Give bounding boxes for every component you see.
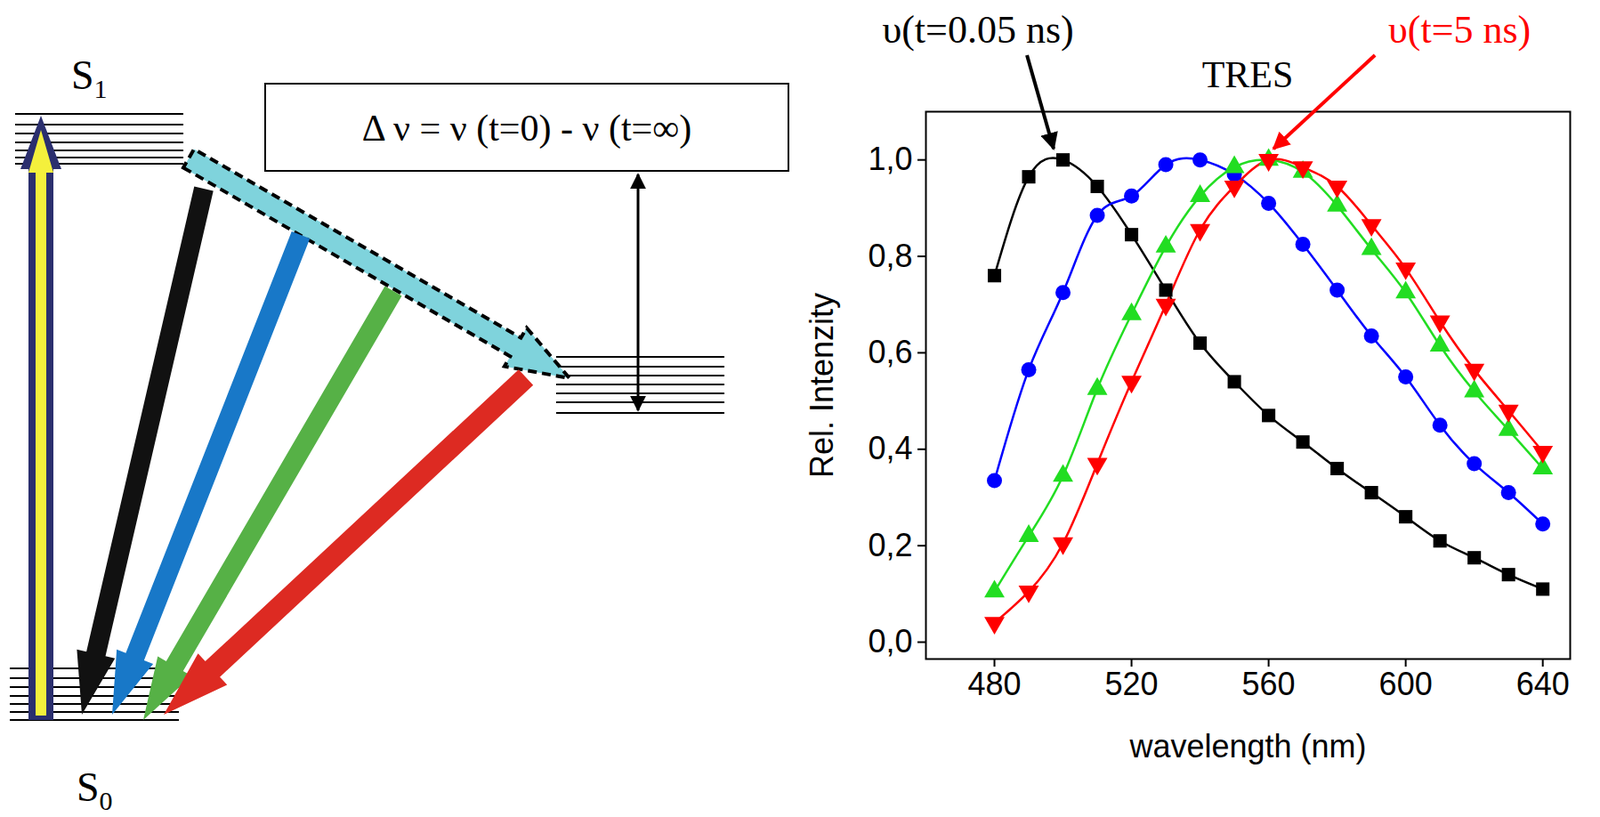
svg-text:600: 600 — [1379, 665, 1433, 703]
svg-text:640: 640 — [1516, 665, 1570, 703]
svg-text:0,4: 0,4 — [867, 429, 913, 467]
svg-text:TRES: TRES — [1202, 54, 1294, 96]
svg-text:0,0: 0,0 — [867, 622, 913, 660]
svg-text:υ(t=0.05 ns): υ(t=0.05 ns) — [881, 8, 1074, 52]
svg-text:S0: S0 — [76, 764, 114, 816]
svg-text:S1: S1 — [71, 52, 108, 104]
svg-text:0,8: 0,8 — [867, 237, 913, 275]
svg-text:0,2: 0,2 — [867, 526, 913, 564]
svg-text:520: 520 — [1105, 665, 1159, 703]
svg-text:υ(t=5 ns): υ(t=5 ns) — [1388, 8, 1531, 52]
svg-text:1,0: 1,0 — [867, 140, 913, 178]
svg-text:560: 560 — [1242, 665, 1296, 703]
svg-text:Rel. Intenzity: Rel. Intenzity — [803, 292, 841, 478]
svg-text:480: 480 — [967, 665, 1021, 703]
svg-text:0,6: 0,6 — [867, 333, 913, 371]
svg-text:Δ ν = ν (t=0) - ν (t=∞): Δ ν = ν (t=0) - ν (t=∞) — [362, 107, 692, 150]
svg-text:wavelength (nm): wavelength (nm) — [1128, 727, 1366, 765]
